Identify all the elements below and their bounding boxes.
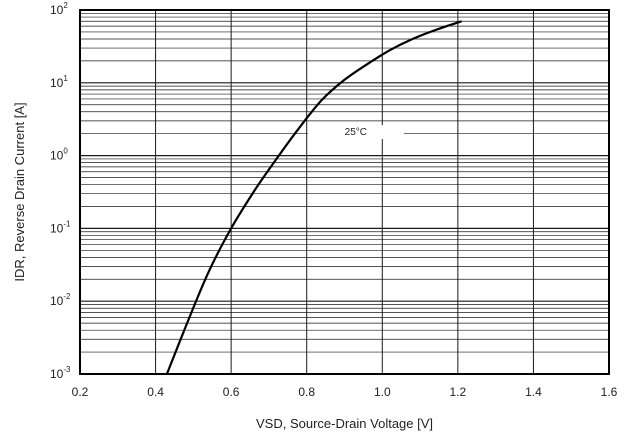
x-tick-label: 1.4 <box>525 385 542 399</box>
x-axis-title: VSD, Source-Drain Voltage [V] <box>256 416 433 431</box>
y-axis-title: IDR, Reverse Drain Current [A] <box>12 102 27 281</box>
y-tick-label: 10-1 <box>50 219 71 235</box>
y-tick-label: 100 <box>50 147 68 163</box>
series-line-25c <box>165 20 462 375</box>
y-tick-labels: 10-3 10-2 10-1 100 101 102 <box>50 1 71 381</box>
x-tick-labels: 0.2 0.4 0.6 0.8 1.0 1.2 1.4 1.6 <box>72 385 618 399</box>
plot-frame <box>79 9 610 375</box>
y-tick-label: 10-3 <box>50 365 71 381</box>
x-tick-label: 0.8 <box>298 385 315 399</box>
annotation-background <box>307 125 404 140</box>
x-tick-label: 0.4 <box>147 385 164 399</box>
y-tick-label: 10-2 <box>50 292 71 308</box>
x-tick-label: 1.2 <box>450 385 467 399</box>
annotation-temperature: 25°C <box>345 127 367 138</box>
y-tick-label: 102 <box>50 1 68 17</box>
x-tick-label: 1.6 <box>601 385 618 399</box>
x-tick-label: 1.0 <box>374 385 391 399</box>
x-tick-label: 0.6 <box>223 385 240 399</box>
y-tick-label: 101 <box>50 74 68 90</box>
x-tick-label: 0.2 <box>72 385 89 399</box>
grid <box>79 10 610 375</box>
